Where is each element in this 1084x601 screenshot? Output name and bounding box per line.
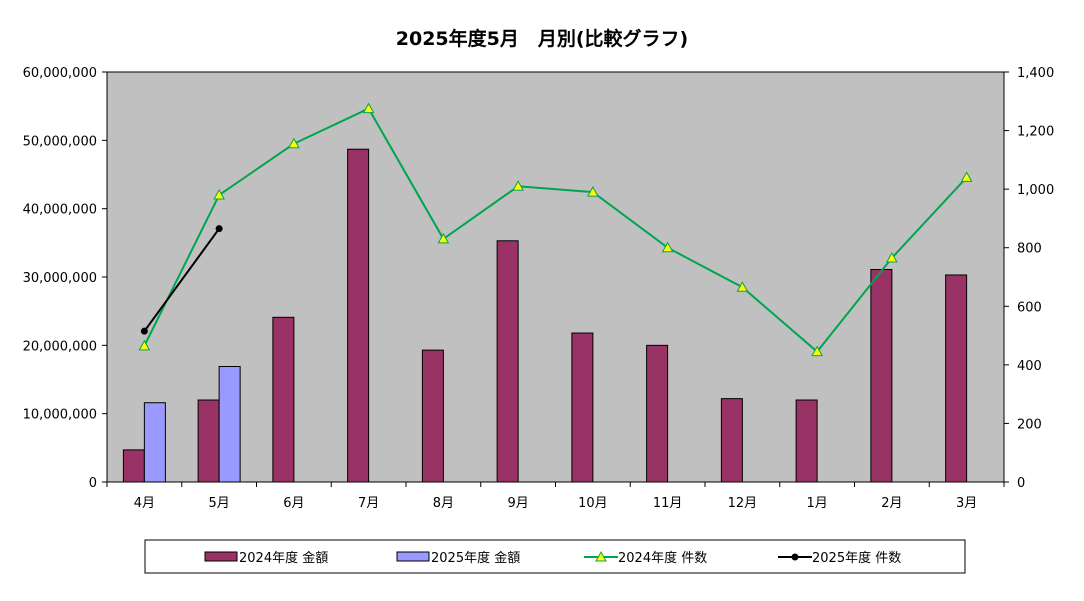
x-axis-tick-label: 4月 — [134, 496, 155, 511]
left-axis-tick-label: 40,000,000 — [23, 203, 97, 218]
point-2024-count — [587, 186, 599, 197]
right-axis-tick-label: 0 — [1017, 476, 1025, 491]
bar-2024-amount — [122, 449, 145, 483]
legend-marker-circle — [791, 553, 799, 561]
point-2024-count — [362, 102, 375, 114]
bar-2025-amount — [143, 402, 166, 483]
x-axis-tick-label: 2月 — [881, 496, 902, 511]
legend-swatch-2025-amount — [396, 551, 430, 562]
right-axis-tick-label: 600 — [1017, 300, 1042, 315]
legend: 2024年度 金額 2025年度 金額 2024年度 件数 2025年度 件数 — [144, 539, 966, 574]
left-axis-tick-label: 0 — [89, 476, 97, 491]
right-axis-tick-label: 1,000 — [1017, 183, 1054, 198]
x-axis: 4月 5月 6月 7月 8月 9月 10月 11月 12月 1月 2月 3月 — [106, 482, 1005, 511]
point-2024-count — [736, 281, 749, 292]
legend-label: 2024年度 金額 — [239, 550, 328, 566]
legend-label: 2025年度 金額 — [431, 550, 520, 566]
right-axis-tick-label: 1,400 — [1017, 66, 1054, 81]
series-line-2024-count — [143, 107, 968, 354]
point-2024-count — [288, 137, 300, 149]
x-axis-tick-label: 9月 — [507, 496, 528, 511]
bar-2024-amount — [421, 349, 444, 483]
bar-2024-amount — [347, 148, 370, 483]
point-2024-count — [661, 241, 674, 253]
x-axis-tick-label: 3月 — [956, 496, 977, 511]
x-axis-tick-label: 5月 — [208, 496, 229, 511]
left-axis-tick-label: 60,000,000 — [23, 66, 97, 81]
legend-label: 2025年度 件数 — [812, 550, 901, 566]
bar-2024-amount — [870, 268, 893, 483]
legend-swatch-2024-amount — [204, 551, 238, 562]
right-axis-tick-label: 200 — [1017, 417, 1042, 432]
left-axis: 0 10,000,000 20,000,000 30,000,000 40,000,00… — [23, 66, 107, 491]
left-axis-tick-label: 10,000,000 — [23, 408, 97, 423]
point-2024-count — [437, 232, 450, 244]
point-2025-count — [140, 327, 148, 335]
chart-title: 2025年度5月 月別(比較グラフ) — [396, 27, 688, 50]
bar-2024-amount — [720, 398, 743, 483]
legend-box — [144, 539, 966, 574]
point-2024-count — [811, 345, 823, 357]
x-axis-tick-label: 8月 — [433, 496, 454, 511]
x-axis-tick-label: 1月 — [806, 496, 827, 511]
point-2024-count — [886, 251, 898, 263]
bar-2024-amount — [945, 274, 968, 483]
bar-2024-amount — [496, 240, 519, 483]
right-axis-tick-label: 800 — [1017, 242, 1042, 257]
point-2024-count — [512, 180, 524, 191]
x-axis-tick-label: 10月 — [578, 496, 608, 511]
x-axis-tick-label: 12月 — [728, 496, 758, 511]
point-2024-count — [138, 339, 151, 351]
x-axis-tick-label: 7月 — [358, 496, 379, 511]
bar-2024-amount — [197, 399, 220, 483]
left-axis-tick-label: 50,000,000 — [23, 134, 97, 149]
right-axis-tick-label: 400 — [1017, 359, 1042, 374]
legend-marker-triangle — [595, 550, 607, 562]
bar-2025-amount — [218, 366, 241, 483]
right-axis: 0 200 400 600 800 1,000 1,200 1,400 — [1004, 66, 1054, 491]
x-axis-tick-label: 6月 — [283, 496, 304, 511]
bar-2024-amount — [272, 316, 295, 483]
bar-2024-amount — [795, 399, 818, 483]
left-axis-tick-label: 20,000,000 — [23, 339, 97, 354]
point-2024-count — [960, 171, 973, 182]
point-2025-count — [215, 225, 223, 233]
series-line-2025-count — [143, 228, 220, 332]
bar-2024-amount — [646, 344, 669, 483]
left-axis-tick-label: 30,000,000 — [23, 271, 97, 286]
right-axis-tick-label: 1,200 — [1017, 125, 1054, 140]
plot-area — [106, 71, 1005, 483]
line-series — [138, 102, 973, 357]
bar-series — [122, 148, 968, 483]
bar-2024-amount — [571, 332, 594, 483]
x-axis-tick-label: 11月 — [653, 496, 683, 511]
legend-label: 2024年度 件数 — [618, 550, 707, 566]
point-2024-count — [213, 188, 225, 200]
